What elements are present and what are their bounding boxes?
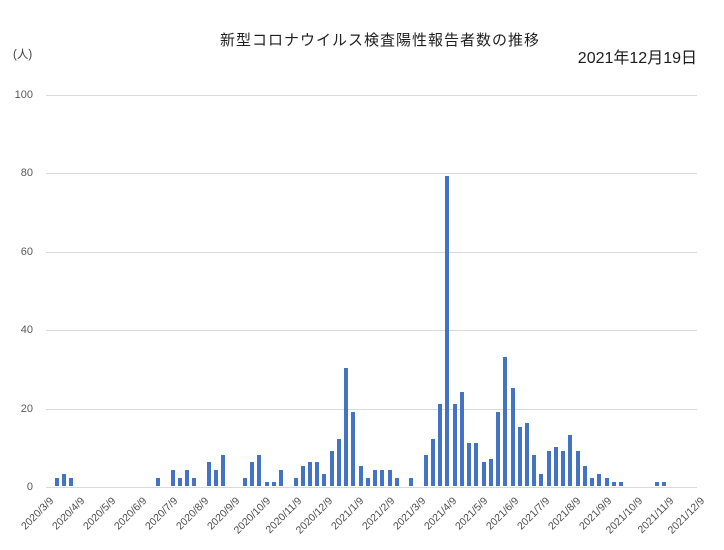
bar [156, 478, 161, 486]
y-tick-label: 20 [20, 402, 33, 415]
bar [568, 435, 573, 486]
x-tick-label-text: 2020/4/9 [50, 495, 88, 533]
bar [662, 482, 667, 486]
bar [250, 462, 255, 486]
bar [452, 403, 457, 486]
bar [257, 454, 262, 486]
y-tick-label: 80 [20, 167, 33, 180]
bar [539, 474, 544, 486]
x-tick-label-text: 2021/2/9 [360, 495, 398, 533]
bar [185, 470, 190, 486]
bar [525, 423, 530, 486]
bar [293, 478, 298, 486]
bar [336, 438, 341, 486]
bar [553, 446, 558, 486]
bar [590, 478, 595, 486]
bar [264, 482, 269, 486]
bar [546, 450, 551, 486]
bar [655, 482, 660, 486]
bar [503, 356, 508, 486]
bar [365, 478, 370, 486]
chart-title: 新型コロナウイルス検査陽性報告者数の推移 [219, 32, 540, 49]
bar [351, 411, 356, 486]
gridline-0 [46, 487, 697, 488]
bar [177, 478, 182, 486]
bar [561, 450, 566, 486]
bar [459, 391, 464, 486]
gridline-60 [46, 251, 697, 253]
x-tick-label-text: 2020/6/9 [112, 495, 150, 533]
gridline-40 [46, 330, 697, 332]
bar [488, 458, 493, 486]
bar [54, 478, 59, 486]
bar [213, 470, 218, 486]
bar [221, 454, 226, 486]
bar [279, 470, 284, 486]
x-tick-label-text: 2021/5/9 [453, 495, 491, 533]
bar [322, 474, 327, 486]
bar [308, 462, 313, 486]
y-tick-label: 100 [14, 89, 33, 101]
bar [409, 478, 414, 486]
bar [438, 403, 443, 486]
x-tick-label-text: 2020/5/9 [81, 495, 119, 533]
x-tick-label-text: 2021/8/9 [546, 495, 584, 533]
x-tick-label-text: 2021/3/9 [391, 495, 429, 533]
bar [192, 478, 197, 486]
y-tick-label: 0 [26, 481, 33, 493]
bar [329, 450, 334, 486]
bar [423, 454, 428, 486]
bar [467, 442, 472, 486]
x-tick-label-text: 2020/7/9 [143, 495, 181, 533]
gridline-80 [46, 173, 697, 175]
bar [373, 470, 378, 486]
bar [510, 388, 515, 486]
bar [206, 462, 211, 486]
x-tick-label-text: 2021/1/9 [329, 495, 367, 533]
bar [517, 427, 522, 486]
bar [619, 482, 624, 486]
bar [358, 466, 363, 486]
bar [481, 462, 486, 486]
bar [387, 470, 392, 486]
x-tick-label-text: 2021/4/9 [422, 495, 460, 533]
bar [315, 462, 320, 486]
y-tick-label: 60 [20, 245, 33, 258]
bar [496, 411, 501, 486]
x-tick-label-text: 2021/6/9 [484, 495, 522, 533]
bar [394, 478, 399, 486]
bar [242, 478, 247, 486]
bar [170, 470, 175, 486]
bar [597, 474, 602, 486]
bar [445, 176, 450, 486]
bar [582, 466, 587, 486]
y-axis-unit: (人) [13, 49, 33, 61]
bar [62, 474, 67, 486]
bar [575, 450, 580, 486]
plot-area [46, 95, 697, 488]
bar [430, 438, 435, 486]
x-tick-label-text: 2020/3/9 [19, 495, 57, 533]
bar [271, 482, 276, 486]
gridline-100 [46, 95, 697, 96]
x-tick-label-text: 2021/7/9 [515, 495, 553, 533]
gridline-20 [46, 408, 697, 410]
bar [604, 478, 609, 486]
bar [474, 442, 479, 486]
x-tick-label-text: 2020/8/9 [174, 495, 212, 533]
y-tick-label: 40 [20, 324, 33, 337]
bar [69, 478, 74, 486]
bar [300, 466, 305, 486]
bar [344, 368, 349, 486]
bar [380, 470, 385, 486]
bar [611, 482, 616, 486]
bar [532, 454, 537, 486]
as-of-date: 2021年12月19日 [577, 50, 697, 67]
